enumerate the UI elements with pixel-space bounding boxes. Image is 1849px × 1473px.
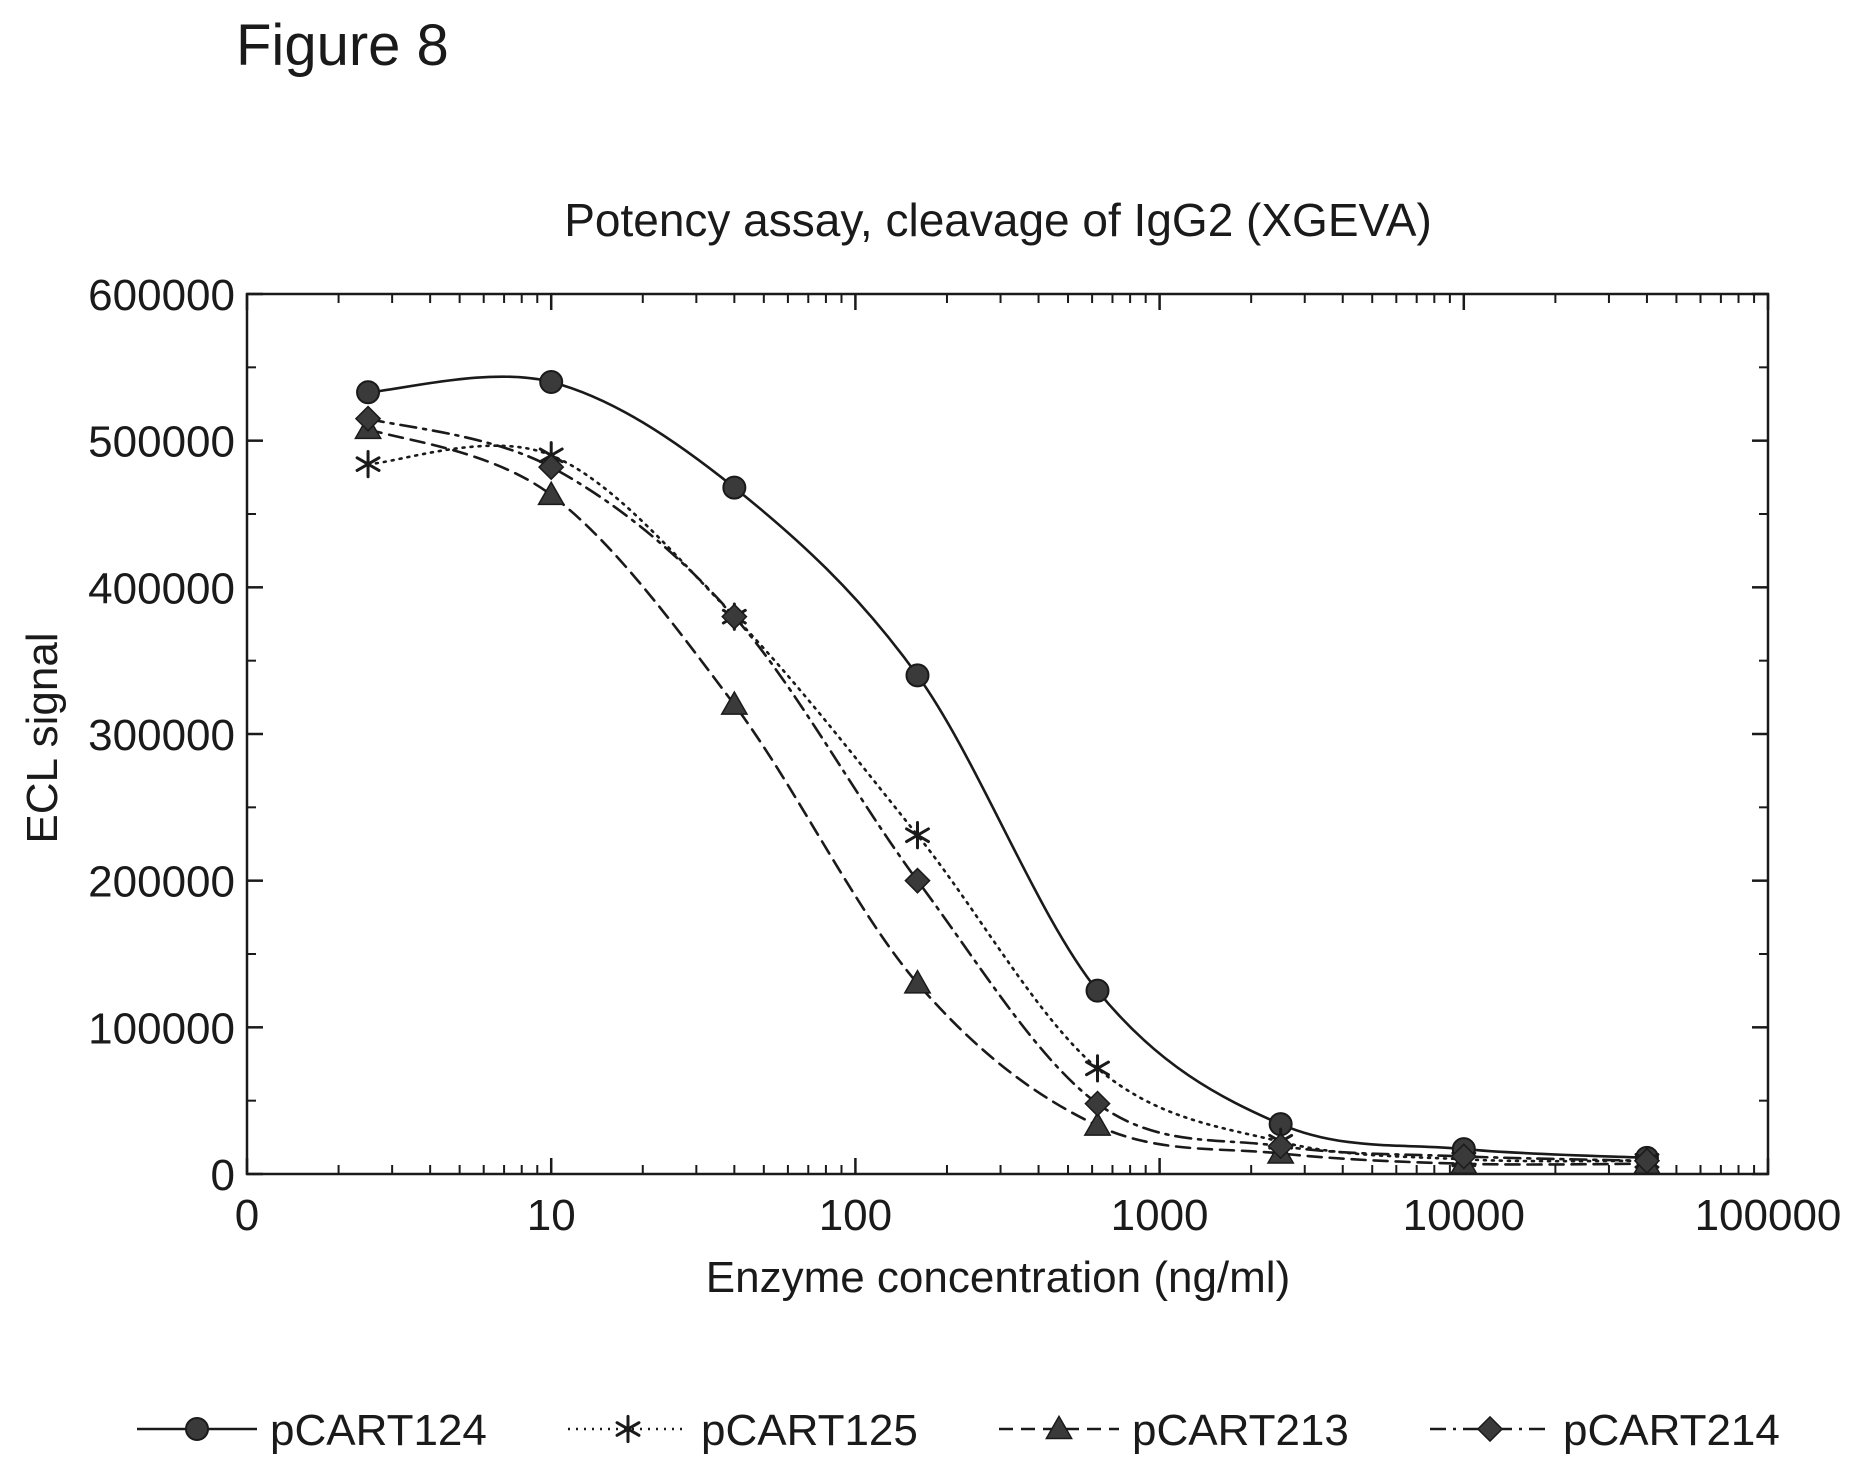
data-point bbox=[1084, 1090, 1111, 1117]
legend-label: pCART125 bbox=[701, 1406, 918, 1455]
data-point bbox=[903, 969, 932, 994]
y-tick-label: 600000 bbox=[88, 271, 235, 320]
y-tick-label: 0 bbox=[211, 1151, 235, 1200]
y-tick-label: 100000 bbox=[88, 1004, 235, 1053]
series-pcart125 bbox=[355, 441, 1660, 1175]
data-point bbox=[905, 663, 930, 688]
x-tick-label: 1000 bbox=[1111, 1191, 1209, 1240]
data-point bbox=[538, 453, 565, 481]
data-point bbox=[720, 690, 749, 715]
y-tick-label: 300000 bbox=[88, 711, 235, 760]
y-tick-label: 400000 bbox=[88, 564, 235, 613]
legend-item-pcart124: pCART124 bbox=[137, 1406, 487, 1455]
series-pcart214 bbox=[354, 405, 1661, 1174]
legend-marker bbox=[1045, 1414, 1073, 1440]
data-point bbox=[1083, 1111, 1112, 1136]
y-tick-label: 500000 bbox=[88, 418, 235, 467]
x-axis-label: Enzyme concentration (ng/ml) bbox=[706, 1253, 1290, 1302]
series-layer bbox=[354, 370, 1661, 1175]
data-point bbox=[904, 867, 931, 894]
chart-title: Potency assay, cleavage of IgG2 (XGEVA) bbox=[564, 194, 1432, 246]
legend-item-pcart214: pCART214 bbox=[1430, 1406, 1780, 1455]
data-point bbox=[721, 603, 748, 630]
series-pcart213 bbox=[354, 414, 1661, 1174]
plot-frame bbox=[245, 292, 1770, 1176]
legend-label: pCART213 bbox=[1132, 1406, 1349, 1455]
legend-label: pCART124 bbox=[270, 1406, 487, 1455]
series-line bbox=[366, 375, 1649, 1160]
y-tick-label: 200000 bbox=[88, 858, 235, 907]
data-point bbox=[1267, 1132, 1294, 1160]
series-line bbox=[366, 427, 1649, 1166]
data-point bbox=[905, 821, 930, 850]
legend-item-pcart125: pCART125 bbox=[568, 1406, 918, 1455]
x-tick-label: 0 bbox=[235, 1191, 259, 1240]
axes: 0 100000 200000 300000 400000 500000 600000 0 10… bbox=[88, 271, 1841, 1240]
data-point bbox=[1633, 1147, 1661, 1174]
data-point bbox=[355, 449, 381, 479]
data-point bbox=[356, 380, 381, 405]
legend-item-pcart213: pCART213 bbox=[999, 1406, 1349, 1455]
data-point bbox=[354, 405, 382, 432]
data-point bbox=[537, 480, 566, 506]
legend: pCART124 pCART125 pCART213 pCART214 bbox=[137, 1406, 1780, 1455]
legend-marker bbox=[1476, 1415, 1504, 1443]
legend-label: pCART214 bbox=[1563, 1406, 1780, 1455]
legend-marker bbox=[185, 1417, 209, 1441]
series-line bbox=[366, 417, 1649, 1163]
data-point bbox=[1085, 978, 1110, 1003]
y-axis-label: ECL signal bbox=[18, 632, 67, 843]
x-tick-label: 10 bbox=[527, 1191, 576, 1240]
x-tick-label: 10000 bbox=[1403, 1191, 1525, 1240]
data-point bbox=[1450, 1143, 1477, 1170]
series-line bbox=[366, 444, 1649, 1163]
x-tick-label: 100000 bbox=[1695, 1191, 1842, 1240]
legend-marker bbox=[615, 1414, 641, 1444]
x-tick-label: 100 bbox=[819, 1191, 892, 1240]
data-point bbox=[539, 370, 564, 394]
figure-label: Figure 8 bbox=[236, 13, 449, 78]
series-pcart124 bbox=[356, 370, 1659, 1170]
data-point bbox=[722, 475, 747, 500]
data-point bbox=[1085, 1054, 1110, 1083]
